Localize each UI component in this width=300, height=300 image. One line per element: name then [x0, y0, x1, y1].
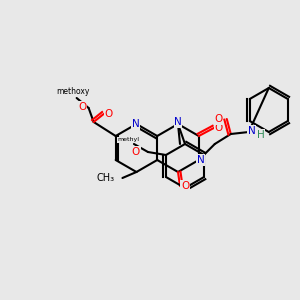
Text: N: N — [132, 119, 139, 129]
Text: N: N — [197, 155, 205, 165]
Text: N: N — [174, 117, 182, 127]
Text: methyl: methyl — [117, 137, 139, 142]
Text: O: O — [132, 147, 140, 157]
Text: O: O — [215, 123, 223, 133]
Text: N: N — [248, 126, 256, 136]
Text: O: O — [79, 102, 87, 112]
Text: O: O — [181, 181, 189, 191]
Text: methoxy: methoxy — [56, 88, 89, 97]
Text: H: H — [257, 130, 265, 140]
Text: O: O — [104, 109, 113, 119]
Text: O: O — [215, 114, 223, 124]
Text: CH₃: CH₃ — [96, 173, 114, 183]
